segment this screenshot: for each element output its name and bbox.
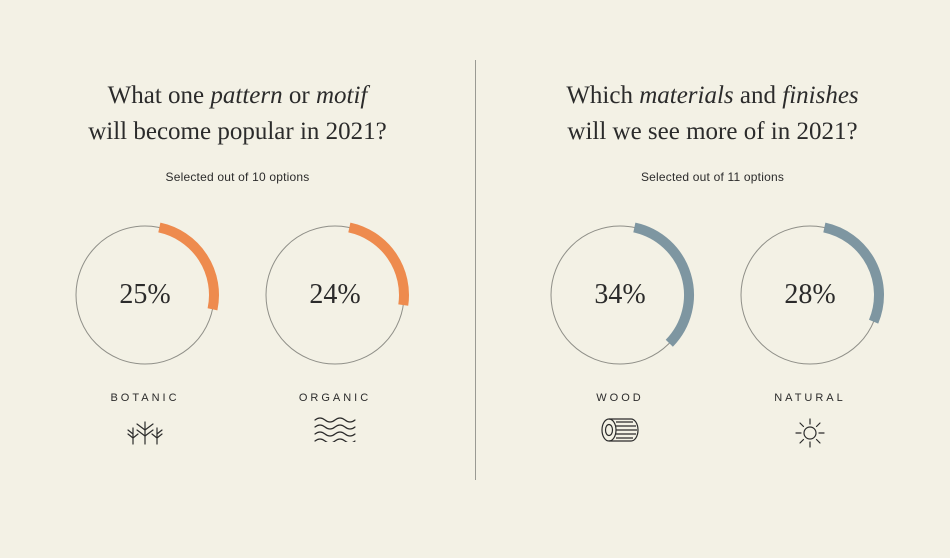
donut-natural: 28% NATURAL [735, 220, 885, 450]
donut-organic: 24% ORGANIC [260, 220, 410, 442]
infographic-canvas: What one pattern or motifwill become pop… [0, 0, 950, 558]
donut-label-botanic: BOTANIC [70, 392, 220, 404]
botanic-icon [70, 416, 220, 446]
donut-label-wood: WOOD [545, 392, 695, 404]
donut-pct-natural: 28% [735, 220, 885, 370]
donut-pct-wood: 34% [545, 220, 695, 370]
donut-label-organic: ORGANIC [260, 392, 410, 404]
donut-label-natural: NATURAL [735, 392, 885, 404]
donut-wood: 34% WOOD [545, 220, 695, 444]
subtitle-left: Selected out of 10 options [0, 170, 475, 184]
donut-botanic: 25% BOTANIC [70, 220, 220, 446]
question-right: Which materials and finisheswill we see … [475, 78, 950, 151]
question-left: What one pattern or motifwill become pop… [0, 78, 475, 151]
donut-pct-organic: 24% [260, 220, 410, 370]
panel-right: Which materials and finisheswill we see … [475, 0, 950, 558]
subtitle-right: Selected out of 11 options [475, 170, 950, 184]
natural-icon [735, 416, 885, 450]
wood-icon [545, 416, 695, 444]
panel-left: What one pattern or motifwill become pop… [0, 0, 475, 558]
donut-pct-botanic: 25% [70, 220, 220, 370]
organic-icon [260, 416, 410, 442]
